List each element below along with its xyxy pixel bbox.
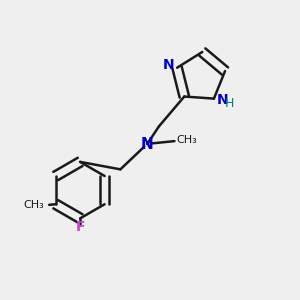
Text: N: N: [163, 58, 175, 72]
Text: H: H: [225, 97, 234, 110]
Text: N: N: [217, 93, 229, 107]
Text: CH₃: CH₃: [24, 200, 44, 210]
Text: CH₃: CH₃: [177, 135, 197, 145]
Text: N: N: [141, 136, 154, 152]
Text: F: F: [75, 220, 85, 234]
